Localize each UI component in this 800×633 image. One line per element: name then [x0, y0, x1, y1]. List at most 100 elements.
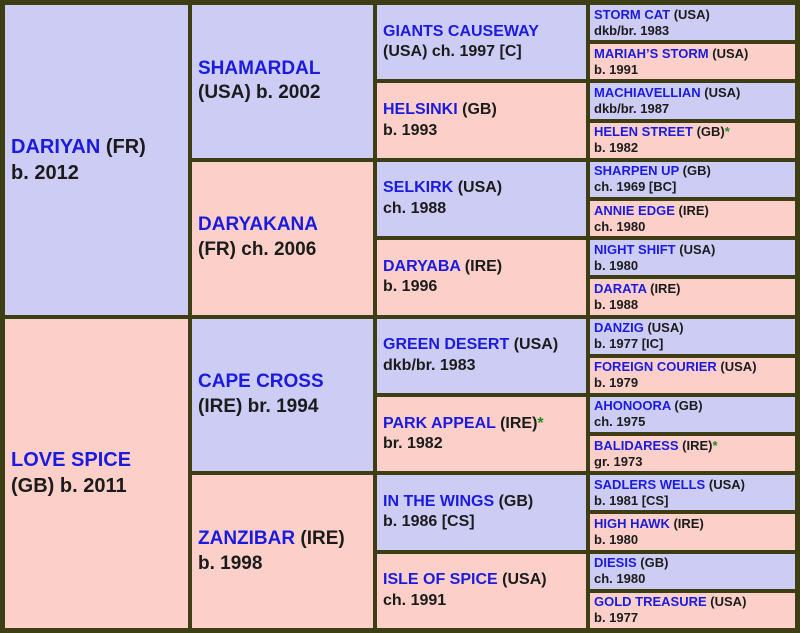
horse-name-line: MARIAH’S STORM (USA)	[594, 46, 748, 62]
horse-country: (USA)	[457, 179, 503, 197]
horse-name-link[interactable]: SELKIRK	[383, 179, 454, 197]
horse-name-link[interactable]: GOLD TREASURE	[594, 594, 707, 610]
horse-country: (USA)	[647, 320, 684, 336]
cell-annie-edge: ANNIE EDGE (IRE) ch. 1980	[590, 200, 795, 237]
cell-darata: DARATA (IRE) b. 1988	[590, 279, 795, 315]
cell-cape-cross: CAPE CROSS (IRE) br. 1994	[192, 318, 373, 472]
horse-name-link[interactable]: SHAMARDAL	[198, 57, 321, 79]
cell-danzig: DANZIG (USA) b. 1977 [IC]	[590, 318, 795, 354]
horse-name-link[interactable]: DARYAKANA	[198, 214, 318, 236]
horse-name-line: BALIDARESS (IRE)*	[594, 438, 718, 454]
horse-details: b. 1988	[594, 296, 639, 312]
horse-details: b. 1996	[383, 278, 438, 296]
horse-details: b. 2012	[11, 161, 79, 184]
horse-name-link[interactable]: FOREIGN COURIER	[594, 359, 717, 375]
horse-country: (GB)	[498, 492, 534, 510]
cell-sadlers-wells: SADLERS WELLS (USA) b. 1981 [CS]	[590, 475, 795, 511]
horse-name-link[interactable]: DANZIG	[594, 320, 644, 336]
horse-details: b. 1998	[198, 552, 263, 574]
horse-details: ch. 1969 [BC]	[594, 179, 677, 195]
horse-name-link[interactable]: SADLERS WELLS	[594, 476, 706, 492]
horse-country: (GB)	[696, 124, 725, 140]
horse-details: b. 1982	[594, 140, 639, 156]
horse-name-link[interactable]: MACHIAVELLIAN	[594, 84, 701, 100]
cell-in-the-wings: IN THE WINGS (GB) b. 1986 [CS]	[377, 475, 586, 550]
horse-name-link[interactable]: GIANTS CAUSEWAY	[383, 22, 539, 40]
horse-details: br. 1982	[383, 435, 443, 453]
horse-name-link[interactable]: GREEN DESERT	[383, 336, 510, 354]
cell-shamardal: SHAMARDAL (USA) b. 2002	[192, 5, 373, 158]
horse-name-link[interactable]: SHARPEN UP	[594, 163, 680, 179]
horse-name-link[interactable]: AHONOORA	[594, 398, 671, 414]
horse-name-line: AHONOORA (GB)	[594, 398, 703, 414]
horse-name-link[interactable]: DARYABA	[383, 257, 461, 275]
horse-name-link[interactable]: PARK APPEAL	[383, 414, 496, 432]
horse-name-line: SHARPEN UP (GB)	[594, 163, 711, 179]
horse-name-line: DARYABA (IRE)	[383, 257, 502, 277]
horse-details: b. 1980	[594, 532, 639, 548]
horse-name-link[interactable]: ZANZIBAR	[198, 527, 296, 549]
horse-name-line: MACHIAVELLIAN (USA)	[594, 85, 740, 101]
horse-details: b. 1977 [IC]	[594, 336, 664, 352]
horse-country: (USA)	[720, 359, 757, 375]
horse-name-line: SHAMARDAL	[198, 57, 320, 82]
horse-name-link[interactable]: HIGH HAWK	[594, 516, 670, 532]
horse-name-line: STORM CAT (USA)	[594, 7, 710, 23]
horse-country: (USA)	[673, 6, 710, 22]
horse-details: b. 1986 [CS]	[383, 513, 475, 531]
horse-name-link[interactable]: HELEN STREET	[594, 124, 693, 140]
horse-country: (GB)	[462, 101, 497, 119]
horse-name-line: DARYAKANA	[198, 213, 318, 238]
horse-name-line: SADLERS WELLS (USA)	[594, 477, 745, 493]
horse-country: (IRE)	[650, 280, 681, 296]
horse-country: (IRE)	[300, 527, 345, 549]
horse-country: (IRE)	[464, 257, 503, 275]
cell-daryakana: DARYAKANA (FR) ch. 2006	[192, 161, 373, 315]
cell-ahonoora: AHONOORA (GB) ch. 1975	[590, 396, 795, 433]
cell-daryaba: DARYABA (IRE) b. 1996	[377, 240, 586, 315]
horse-details: dkb/br. 1983	[383, 356, 476, 374]
horse-details: dkb/br. 1987	[594, 100, 670, 116]
horse-name-line: LOVE SPICE	[11, 447, 131, 473]
horse-name-line: HIGH HAWK (IRE)	[594, 516, 704, 532]
cell-sharpen-up: SHARPEN UP (GB) ch. 1969 [BC]	[590, 161, 795, 197]
horse-name-link[interactable]: DARATA	[594, 280, 647, 296]
horse-name-line: HELEN STREET (GB)*	[594, 124, 730, 140]
horse-details: (GB) b. 2011	[11, 475, 127, 498]
horse-name-link[interactable]: LOVE SPICE	[11, 449, 132, 472]
cell-helsinki: HELSINKI (GB) b. 1993	[377, 83, 586, 158]
horse-name-link[interactable]: ANNIE EDGE	[594, 202, 675, 218]
horse-details: b. 1979	[594, 375, 639, 391]
cell-diesis: DIESIS (GB) ch. 1980	[590, 553, 795, 589]
cell-foreign-courier: FOREIGN COURIER (USA) b. 1979	[590, 357, 795, 393]
horse-name-link[interactable]: CAPE CROSS	[198, 371, 324, 393]
horse-country: (IRE)	[673, 516, 704, 532]
horse-name-link[interactable]: STORM CAT	[594, 6, 671, 22]
horse-details: b. 1993	[383, 121, 438, 139]
horse-name-link[interactable]: IN THE WINGS	[383, 492, 495, 510]
horse-name-link[interactable]: MARIAH’S STORM	[594, 45, 709, 61]
horse-name-link[interactable]: ISLE OF SPICE	[383, 571, 498, 589]
horse-details: (USA) b. 2002	[198, 82, 321, 104]
horse-name-link[interactable]: DIESIS	[594, 555, 637, 571]
cell-love-spice: LOVE SPICE (GB) b. 2011	[5, 318, 188, 628]
horse-country: (FR)	[105, 135, 146, 158]
cell-mariahs-storm: MARIAH’S STORM (USA) b. 1991	[590, 44, 795, 80]
cell-helen-street: HELEN STREET (GB)* b. 1982	[590, 122, 795, 158]
horse-details: ch. 1988	[383, 199, 447, 217]
horse-country: (USA)	[710, 594, 747, 610]
horse-details: dkb/br. 1983	[594, 22, 670, 38]
horse-name-link[interactable]: DARIYAN	[11, 135, 101, 158]
horse-details: ch. 1991	[383, 591, 447, 609]
horse-details: ch. 1980	[594, 218, 646, 234]
horse-name-line: PARK APPEAL (IRE)*	[383, 414, 544, 434]
horse-name-link[interactable]: NIGHT SHIFT	[594, 241, 676, 257]
horse-details: ch. 1975	[594, 414, 646, 430]
cell-gold-treasure: GOLD TREASURE (USA) b. 1977	[590, 592, 795, 628]
horse-name-line: ISLE OF SPICE (USA)	[383, 570, 547, 590]
horse-name-link[interactable]: HELSINKI	[383, 101, 458, 119]
horse-details: b. 1991	[594, 61, 639, 77]
horse-details: (FR) ch. 2006	[198, 239, 317, 261]
horse-name-link[interactable]: BALIDARESS	[594, 437, 679, 453]
horse-country: (USA)	[502, 571, 547, 589]
